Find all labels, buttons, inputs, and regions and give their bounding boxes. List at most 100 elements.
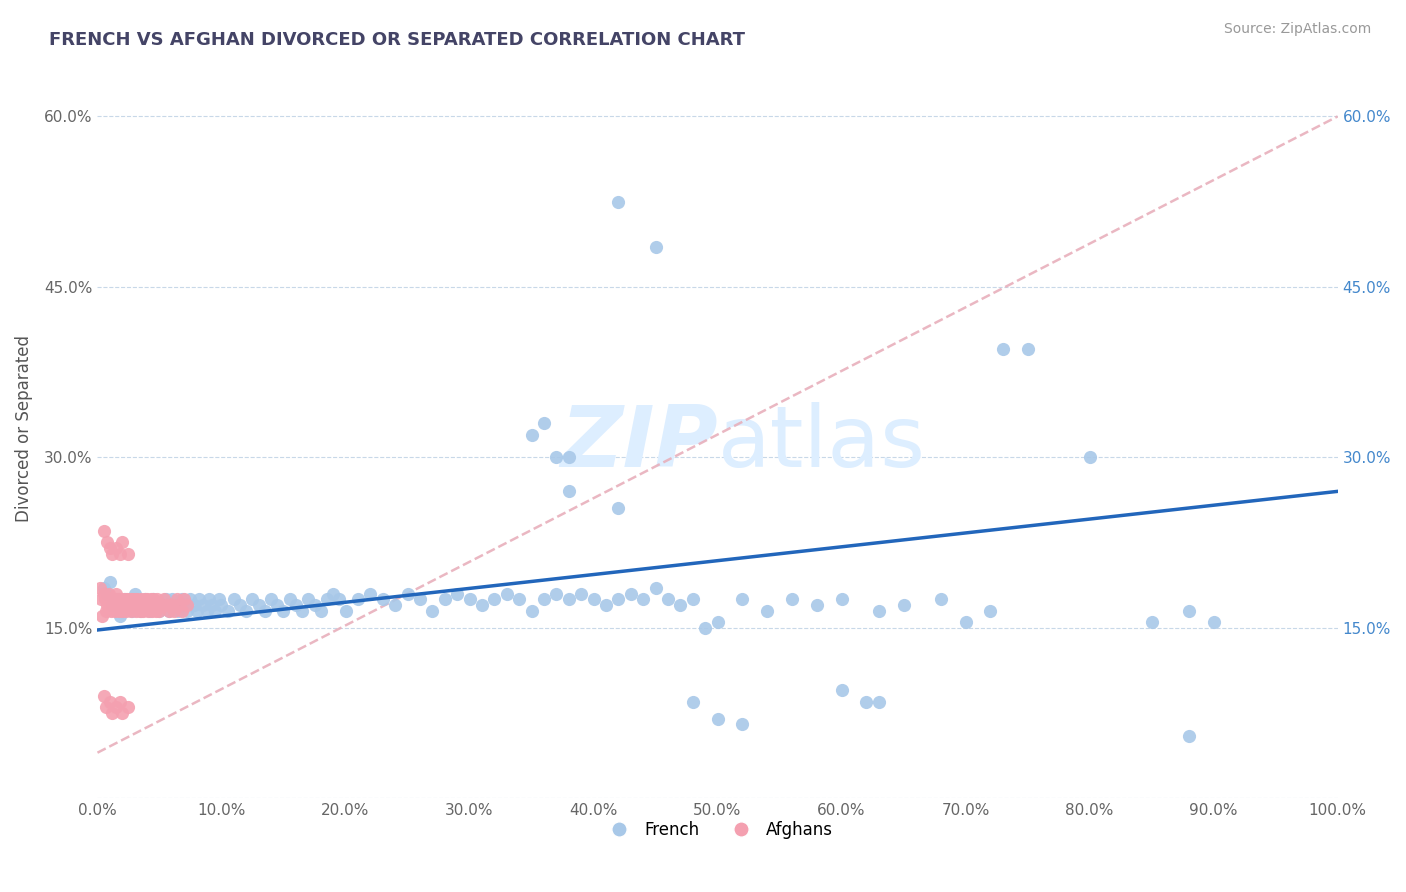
Point xyxy=(111,604,134,618)
Point xyxy=(695,621,717,635)
Point xyxy=(631,592,654,607)
Point xyxy=(558,484,581,499)
Point xyxy=(134,592,156,607)
Point xyxy=(148,604,170,618)
Point xyxy=(278,592,301,607)
Point xyxy=(371,592,394,607)
Point xyxy=(114,592,136,607)
Point xyxy=(458,592,481,607)
Point xyxy=(122,598,145,612)
Point xyxy=(138,598,160,612)
Point xyxy=(297,592,319,607)
Point xyxy=(128,604,150,618)
Point xyxy=(148,604,170,618)
Point xyxy=(127,598,149,612)
Point xyxy=(173,598,195,612)
Point xyxy=(170,592,193,607)
Point xyxy=(929,592,952,607)
Point xyxy=(198,592,221,607)
Point xyxy=(176,598,198,612)
Point xyxy=(731,717,754,731)
Point xyxy=(138,604,160,618)
Point xyxy=(96,598,118,612)
Point xyxy=(97,586,120,600)
Point xyxy=(98,541,121,556)
Point xyxy=(253,604,276,618)
Point xyxy=(328,592,350,607)
Point xyxy=(155,592,177,607)
Point xyxy=(495,586,517,600)
Point xyxy=(156,598,179,612)
Point xyxy=(188,592,211,607)
Point xyxy=(291,604,314,618)
Point xyxy=(247,598,270,612)
Point xyxy=(309,604,332,618)
Point xyxy=(533,592,555,607)
Point xyxy=(118,592,141,607)
Point xyxy=(160,592,183,607)
Point xyxy=(136,592,159,607)
Point xyxy=(146,592,169,607)
Point xyxy=(91,609,114,624)
Point xyxy=(322,586,344,600)
Point xyxy=(780,592,803,607)
Point xyxy=(396,586,419,600)
Point xyxy=(103,598,125,612)
Point xyxy=(179,592,201,607)
Point xyxy=(98,695,121,709)
Point xyxy=(93,524,115,538)
Text: FRENCH VS AFGHAN DIVORCED OR SEPARATED CORRELATION CHART: FRENCH VS AFGHAN DIVORCED OR SEPARATED C… xyxy=(49,31,745,49)
Point xyxy=(105,541,128,556)
Point xyxy=(316,592,339,607)
Point xyxy=(607,194,630,209)
Point xyxy=(558,592,581,607)
Point xyxy=(284,598,307,612)
Point xyxy=(163,604,186,618)
Point xyxy=(96,586,118,600)
Point xyxy=(420,604,443,618)
Point xyxy=(125,604,148,618)
Point xyxy=(868,695,890,709)
Point xyxy=(124,586,146,600)
Point xyxy=(117,700,139,714)
Point xyxy=(150,598,173,612)
Point xyxy=(105,592,128,607)
Point xyxy=(242,592,264,607)
Point xyxy=(1078,450,1101,465)
Point xyxy=(183,598,205,612)
Point xyxy=(101,547,124,561)
Point xyxy=(157,604,180,618)
Point xyxy=(153,592,176,607)
Point xyxy=(89,581,111,595)
Point xyxy=(132,604,155,618)
Point xyxy=(756,604,779,618)
Point xyxy=(1202,615,1225,629)
Point xyxy=(150,598,173,612)
Point xyxy=(508,592,530,607)
Point xyxy=(273,604,295,618)
Point xyxy=(217,604,239,618)
Point xyxy=(484,592,506,607)
Point xyxy=(169,598,191,612)
Point xyxy=(117,598,139,612)
Point xyxy=(222,592,245,607)
Point xyxy=(160,598,183,612)
Point xyxy=(121,604,143,618)
Point xyxy=(806,598,828,612)
Point xyxy=(520,427,543,442)
Point xyxy=(211,598,233,612)
Point xyxy=(176,604,198,618)
Point xyxy=(520,604,543,618)
Point xyxy=(96,604,118,618)
Point xyxy=(111,706,134,720)
Point xyxy=(120,604,142,618)
Point xyxy=(669,598,692,612)
Point xyxy=(136,604,159,618)
Point xyxy=(101,598,124,612)
Point xyxy=(186,604,208,618)
Point xyxy=(582,592,605,607)
Point xyxy=(105,586,128,600)
Point xyxy=(831,592,853,607)
Point xyxy=(855,695,877,709)
Point xyxy=(157,604,180,618)
